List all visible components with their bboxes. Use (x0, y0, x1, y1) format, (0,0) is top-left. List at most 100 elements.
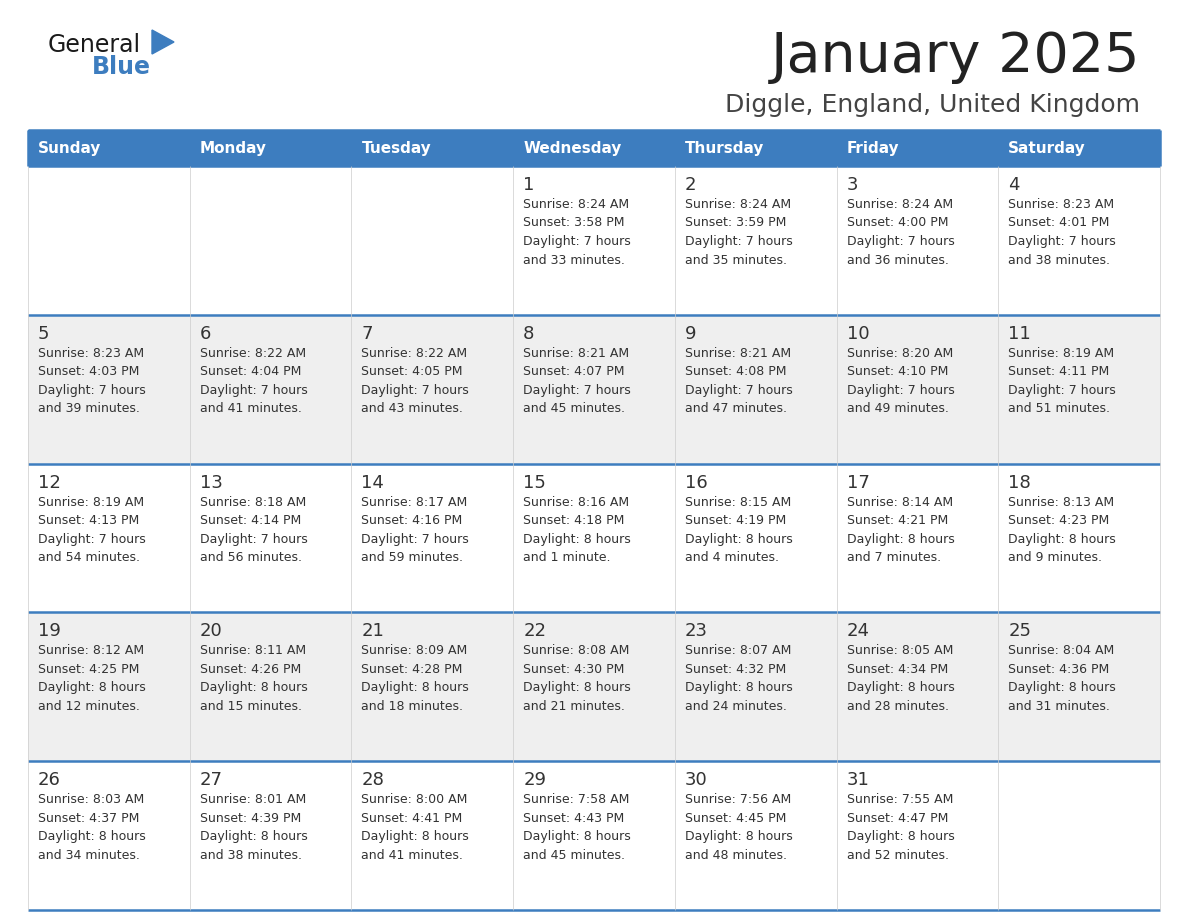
Text: 12: 12 (38, 474, 61, 492)
Text: 6: 6 (200, 325, 211, 342)
Text: 18: 18 (1009, 474, 1031, 492)
Bar (675, 315, 836, 464)
Text: 2: 2 (684, 176, 696, 194)
Text: 9: 9 (684, 325, 696, 342)
Text: 17: 17 (847, 474, 870, 492)
Bar (998, 761, 1159, 910)
Text: Sunrise: 8:22 AM
Sunset: 4:04 PM
Daylight: 7 hours
and 41 minutes.: Sunrise: 8:22 AM Sunset: 4:04 PM Dayligh… (200, 347, 308, 415)
Text: 28: 28 (361, 771, 384, 789)
Text: 3: 3 (847, 176, 858, 194)
Text: General: General (48, 33, 141, 57)
Text: 7: 7 (361, 325, 373, 342)
Text: Sunrise: 8:23 AM
Sunset: 4:01 PM
Daylight: 7 hours
and 38 minutes.: Sunrise: 8:23 AM Sunset: 4:01 PM Dayligh… (1009, 198, 1116, 266)
Text: Sunrise: 8:18 AM
Sunset: 4:14 PM
Daylight: 7 hours
and 56 minutes.: Sunrise: 8:18 AM Sunset: 4:14 PM Dayligh… (200, 496, 308, 564)
Text: 19: 19 (38, 622, 61, 641)
Bar (29, 761, 190, 910)
Text: 5: 5 (38, 325, 50, 342)
Text: 4: 4 (1009, 176, 1019, 194)
Text: Sunrise: 8:11 AM
Sunset: 4:26 PM
Daylight: 8 hours
and 15 minutes.: Sunrise: 8:11 AM Sunset: 4:26 PM Dayligh… (200, 644, 308, 713)
Bar (836, 464, 998, 612)
Text: Sunrise: 8:07 AM
Sunset: 4:32 PM
Daylight: 8 hours
and 24 minutes.: Sunrise: 8:07 AM Sunset: 4:32 PM Dayligh… (684, 644, 792, 713)
Bar (998, 612, 1159, 761)
Text: Wednesday: Wednesday (523, 140, 621, 155)
Text: Sunrise: 7:55 AM
Sunset: 4:47 PM
Daylight: 8 hours
and 52 minutes.: Sunrise: 7:55 AM Sunset: 4:47 PM Dayligh… (847, 793, 954, 862)
Bar (190, 761, 352, 910)
Text: Sunrise: 8:21 AM
Sunset: 4:07 PM
Daylight: 7 hours
and 45 minutes.: Sunrise: 8:21 AM Sunset: 4:07 PM Dayligh… (523, 347, 631, 415)
Text: 23: 23 (684, 622, 708, 641)
Text: Sunrise: 8:19 AM
Sunset: 4:11 PM
Daylight: 7 hours
and 51 minutes.: Sunrise: 8:19 AM Sunset: 4:11 PM Dayligh… (1009, 347, 1116, 415)
Text: Sunrise: 8:24 AM
Sunset: 3:59 PM
Daylight: 7 hours
and 35 minutes.: Sunrise: 8:24 AM Sunset: 3:59 PM Dayligh… (684, 198, 792, 266)
Text: Sunrise: 7:56 AM
Sunset: 4:45 PM
Daylight: 8 hours
and 48 minutes.: Sunrise: 7:56 AM Sunset: 4:45 PM Dayligh… (684, 793, 792, 862)
Text: Thursday: Thursday (684, 140, 764, 155)
Bar (836, 130, 998, 166)
Text: Sunrise: 8:05 AM
Sunset: 4:34 PM
Daylight: 8 hours
and 28 minutes.: Sunrise: 8:05 AM Sunset: 4:34 PM Dayligh… (847, 644, 954, 713)
Text: Sunrise: 8:20 AM
Sunset: 4:10 PM
Daylight: 7 hours
and 49 minutes.: Sunrise: 8:20 AM Sunset: 4:10 PM Dayligh… (847, 347, 954, 415)
Bar (352, 315, 513, 464)
Bar (29, 130, 190, 166)
Bar (998, 315, 1159, 464)
Text: 27: 27 (200, 771, 222, 789)
Text: Sunday: Sunday (38, 140, 101, 155)
Text: Sunrise: 8:14 AM
Sunset: 4:21 PM
Daylight: 8 hours
and 7 minutes.: Sunrise: 8:14 AM Sunset: 4:21 PM Dayligh… (847, 496, 954, 564)
Bar (513, 612, 675, 761)
Text: 31: 31 (847, 771, 870, 789)
Bar (836, 315, 998, 464)
Text: Sunrise: 8:13 AM
Sunset: 4:23 PM
Daylight: 8 hours
and 9 minutes.: Sunrise: 8:13 AM Sunset: 4:23 PM Dayligh… (1009, 496, 1116, 564)
Text: Sunrise: 8:08 AM
Sunset: 4:30 PM
Daylight: 8 hours
and 21 minutes.: Sunrise: 8:08 AM Sunset: 4:30 PM Dayligh… (523, 644, 631, 713)
Bar (998, 130, 1159, 166)
Text: Sunrise: 8:15 AM
Sunset: 4:19 PM
Daylight: 8 hours
and 4 minutes.: Sunrise: 8:15 AM Sunset: 4:19 PM Dayligh… (684, 496, 792, 564)
Text: 11: 11 (1009, 325, 1031, 342)
Bar (29, 166, 190, 315)
Text: January 2025: January 2025 (771, 30, 1140, 84)
Bar (513, 166, 675, 315)
Bar (836, 166, 998, 315)
Text: 20: 20 (200, 622, 222, 641)
Text: 15: 15 (523, 474, 546, 492)
Text: 16: 16 (684, 474, 708, 492)
Text: Sunrise: 8:09 AM
Sunset: 4:28 PM
Daylight: 8 hours
and 18 minutes.: Sunrise: 8:09 AM Sunset: 4:28 PM Dayligh… (361, 644, 469, 713)
Text: Sunrise: 8:01 AM
Sunset: 4:39 PM
Daylight: 8 hours
and 38 minutes.: Sunrise: 8:01 AM Sunset: 4:39 PM Dayligh… (200, 793, 308, 862)
Bar (836, 612, 998, 761)
Text: Sunrise: 8:17 AM
Sunset: 4:16 PM
Daylight: 7 hours
and 59 minutes.: Sunrise: 8:17 AM Sunset: 4:16 PM Dayligh… (361, 496, 469, 564)
Text: Sunrise: 8:03 AM
Sunset: 4:37 PM
Daylight: 8 hours
and 34 minutes.: Sunrise: 8:03 AM Sunset: 4:37 PM Dayligh… (38, 793, 146, 862)
Polygon shape (152, 30, 173, 54)
Bar (675, 612, 836, 761)
Bar (29, 315, 190, 464)
Text: Sunrise: 8:24 AM
Sunset: 4:00 PM
Daylight: 7 hours
and 36 minutes.: Sunrise: 8:24 AM Sunset: 4:00 PM Dayligh… (847, 198, 954, 266)
Text: 25: 25 (1009, 622, 1031, 641)
Text: Friday: Friday (847, 140, 899, 155)
Text: 14: 14 (361, 474, 384, 492)
Bar (513, 464, 675, 612)
Text: Sunrise: 8:00 AM
Sunset: 4:41 PM
Daylight: 8 hours
and 41 minutes.: Sunrise: 8:00 AM Sunset: 4:41 PM Dayligh… (361, 793, 469, 862)
Text: Sunrise: 8:24 AM
Sunset: 3:58 PM
Daylight: 7 hours
and 33 minutes.: Sunrise: 8:24 AM Sunset: 3:58 PM Dayligh… (523, 198, 631, 266)
Text: Sunrise: 8:16 AM
Sunset: 4:18 PM
Daylight: 8 hours
and 1 minute.: Sunrise: 8:16 AM Sunset: 4:18 PM Dayligh… (523, 496, 631, 564)
Text: 8: 8 (523, 325, 535, 342)
Bar (675, 130, 836, 166)
Text: 29: 29 (523, 771, 546, 789)
Bar (675, 761, 836, 910)
Bar (675, 464, 836, 612)
Text: 26: 26 (38, 771, 61, 789)
Text: Blue: Blue (91, 55, 151, 79)
Bar (352, 130, 513, 166)
Text: Saturday: Saturday (1009, 140, 1086, 155)
Bar (998, 166, 1159, 315)
Text: Sunrise: 7:58 AM
Sunset: 4:43 PM
Daylight: 8 hours
and 45 minutes.: Sunrise: 7:58 AM Sunset: 4:43 PM Dayligh… (523, 793, 631, 862)
Bar (190, 464, 352, 612)
Text: 1: 1 (523, 176, 535, 194)
Bar (352, 612, 513, 761)
Text: Sunrise: 8:19 AM
Sunset: 4:13 PM
Daylight: 7 hours
and 54 minutes.: Sunrise: 8:19 AM Sunset: 4:13 PM Dayligh… (38, 496, 146, 564)
Bar (836, 761, 998, 910)
Bar (352, 761, 513, 910)
Text: 24: 24 (847, 622, 870, 641)
Bar (190, 130, 352, 166)
Text: Sunrise: 8:22 AM
Sunset: 4:05 PM
Daylight: 7 hours
and 43 minutes.: Sunrise: 8:22 AM Sunset: 4:05 PM Dayligh… (361, 347, 469, 415)
Bar (352, 166, 513, 315)
Bar (513, 130, 675, 166)
Text: Sunrise: 8:23 AM
Sunset: 4:03 PM
Daylight: 7 hours
and 39 minutes.: Sunrise: 8:23 AM Sunset: 4:03 PM Dayligh… (38, 347, 146, 415)
Text: Diggle, England, United Kingdom: Diggle, England, United Kingdom (725, 93, 1140, 117)
Bar (190, 315, 352, 464)
Text: Tuesday: Tuesday (361, 140, 431, 155)
Text: Sunrise: 8:04 AM
Sunset: 4:36 PM
Daylight: 8 hours
and 31 minutes.: Sunrise: 8:04 AM Sunset: 4:36 PM Dayligh… (1009, 644, 1116, 713)
Bar (513, 761, 675, 910)
